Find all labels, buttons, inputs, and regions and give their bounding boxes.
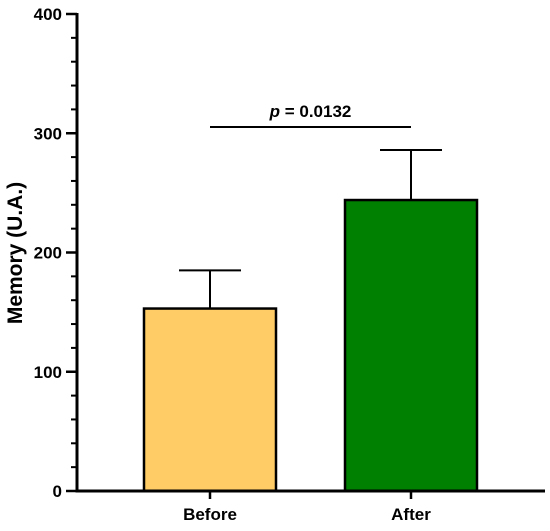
x-tick-label: After <box>391 505 431 524</box>
y-tick-label: 0 <box>53 482 62 501</box>
x-tick-label: Before <box>183 505 237 524</box>
y-tick-label: 200 <box>34 244 62 263</box>
y-tick-label: 400 <box>34 5 62 24</box>
y-tick-label: 300 <box>34 124 62 143</box>
p-value-text: = 0.0132 <box>280 102 351 121</box>
y-tick-labels: 0 100 200 300 400 <box>34 5 62 501</box>
significance-annotation: p = 0.0132 <box>210 102 411 128</box>
y-axis-title: Memory (U.A.) <box>4 182 27 324</box>
x-axis-ticks <box>208 491 413 499</box>
bar <box>343 198 479 493</box>
x-tick-labels: Before After <box>183 505 431 524</box>
error-bars <box>179 148 442 309</box>
p-value-label: p = 0.0132 <box>269 102 352 121</box>
bar <box>142 307 278 493</box>
bars <box>142 198 479 493</box>
y-tick-label: 100 <box>34 363 62 382</box>
p-symbol: p <box>269 102 280 121</box>
y-axis-major-ticks <box>66 12 77 493</box>
